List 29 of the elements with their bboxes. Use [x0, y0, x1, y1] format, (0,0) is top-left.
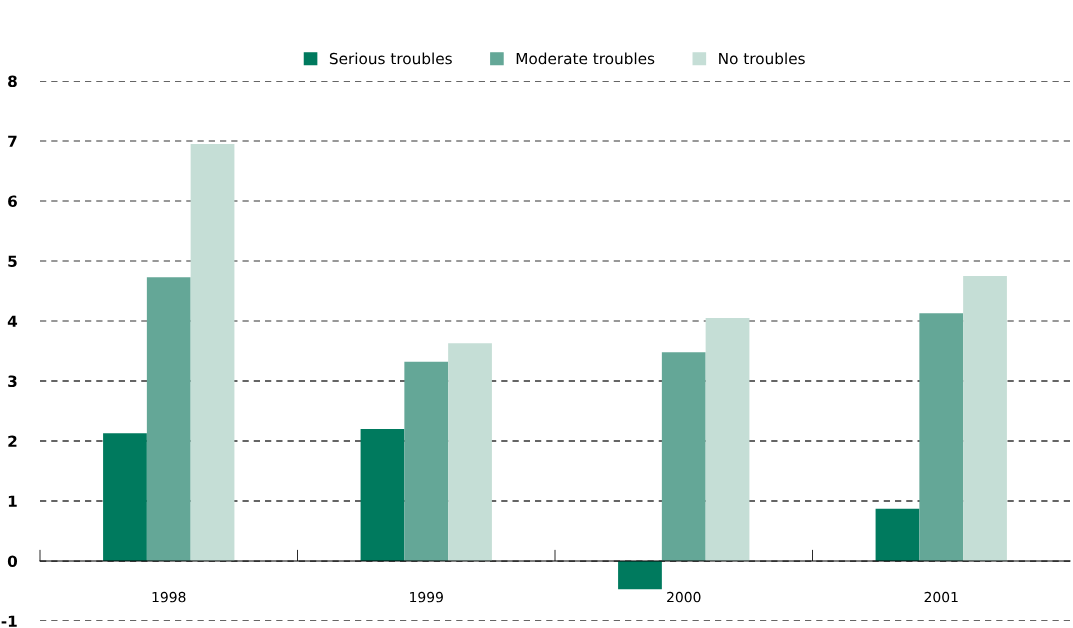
legend-label: Serious troubles — [329, 52, 452, 65]
y-tick-label: 7 — [8, 135, 17, 147]
bar — [360, 429, 405, 561]
bar — [963, 276, 1007, 561]
y-tick-label: 1 — [8, 495, 17, 507]
x-tick-label: 2001 — [924, 591, 958, 603]
bar — [146, 277, 191, 561]
bar — [103, 433, 147, 561]
y-tick-label: 8 — [8, 75, 17, 88]
bar — [875, 508, 920, 561]
y-tick-label: 5 — [8, 255, 17, 268]
y-tick-label: 4 — [7, 315, 18, 327]
y-tick-label: 0 — [7, 555, 18, 568]
bar — [190, 144, 235, 561]
legend-label: Moderate troubles — [516, 52, 655, 65]
y-tick-label: 2 — [8, 435, 17, 447]
bar — [448, 343, 492, 561]
y-tick-label: -1 — [1, 615, 17, 627]
bar — [705, 318, 750, 561]
bar — [618, 561, 662, 590]
bar — [919, 313, 964, 561]
y-tick-label: 3 — [8, 375, 17, 388]
bar — [404, 361, 449, 561]
x-tick-label: 1999 — [410, 591, 443, 603]
x-tick-label: 2000 — [667, 591, 701, 603]
legend-label: No troubles — [719, 52, 805, 65]
y-tick-label: 6 — [8, 195, 17, 208]
bar — [661, 352, 706, 561]
x-tick-label: 1998 — [152, 591, 186, 603]
